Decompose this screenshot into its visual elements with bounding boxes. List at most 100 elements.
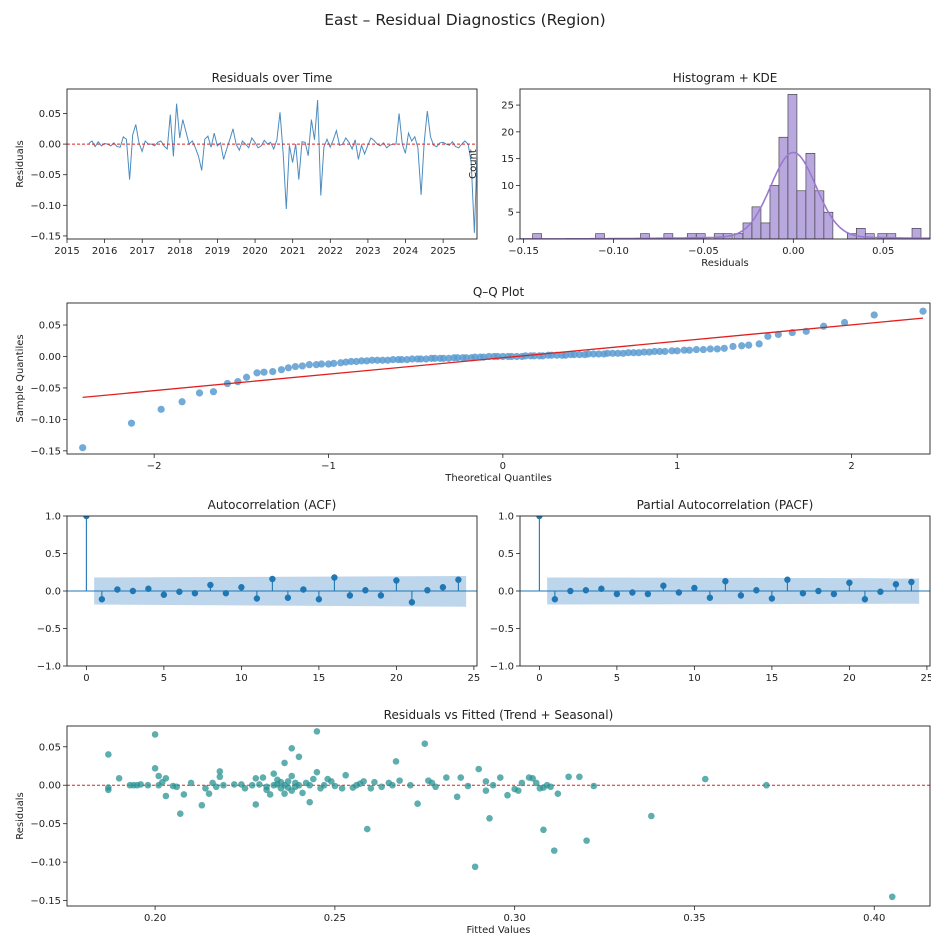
scatter-point <box>378 783 385 791</box>
qq-point <box>384 356 392 364</box>
stem-marker <box>582 587 590 594</box>
qq-point <box>269 367 277 376</box>
x-tick-label: −2 <box>147 461 162 472</box>
histogram-bar <box>814 190 825 239</box>
scatter-point <box>187 779 195 787</box>
scatter-point <box>216 773 224 781</box>
qq-point <box>445 354 453 362</box>
scatter-point <box>180 791 188 798</box>
scatter-point <box>518 779 526 787</box>
scatter-point <box>270 770 278 777</box>
x-tick-label: 2019 <box>205 246 230 257</box>
histogram-bar <box>742 222 753 239</box>
histogram-bar <box>778 136 789 239</box>
y-tick-label: 0.0 <box>498 587 514 598</box>
scatter-point <box>453 793 461 801</box>
x-tick-label: 2024 <box>393 246 418 257</box>
x-tick-label: 2020 <box>242 246 267 257</box>
scatter-point <box>212 783 220 791</box>
scatter-point <box>489 781 497 789</box>
scatter-point <box>173 783 180 791</box>
y-tick-label: −0.5 <box>37 624 61 635</box>
chart-title: Residuals vs Fitted (Trend + Seasonal) <box>384 708 614 722</box>
scatter-point <box>496 774 504 781</box>
scatter-point <box>310 775 317 783</box>
scatter-point <box>105 751 112 758</box>
x-axis-label: Theoretical Quantiles <box>444 473 552 484</box>
scatter-point <box>371 778 378 786</box>
histogram-bar <box>760 222 771 239</box>
x-tick-label: 25 <box>921 673 931 684</box>
y-tick-label: 0.05 <box>39 109 61 120</box>
y-tick-label: −0.15 <box>30 446 61 457</box>
qq-point <box>635 349 643 357</box>
y-tick-label: −0.15 <box>30 896 61 907</box>
scatter-point <box>105 786 112 794</box>
scatter-point <box>396 777 403 784</box>
qq-point <box>408 355 416 363</box>
stem-marker <box>455 576 462 583</box>
qq-point <box>595 350 603 358</box>
qq-point <box>570 350 578 359</box>
scatter-point <box>407 781 414 789</box>
x-tick-label: 0 <box>83 673 89 684</box>
scatter-point <box>288 745 296 752</box>
stem-marker <box>892 581 900 588</box>
scatter-point <box>421 740 429 747</box>
qq-point <box>284 364 293 372</box>
y-tick-label: 20 <box>501 127 514 138</box>
qq-point <box>584 350 592 358</box>
y-tick-label: 0.00 <box>39 781 61 792</box>
scatter-point <box>281 790 288 797</box>
stem-marker <box>753 587 760 594</box>
scatter-point <box>205 790 213 797</box>
scatter-point <box>550 847 558 854</box>
scatter-point <box>252 775 260 782</box>
y-axis-label: Count <box>468 149 479 179</box>
scatter-point <box>115 775 123 782</box>
scatter-point <box>475 765 483 773</box>
x-tick-label: 0.35 <box>683 913 705 924</box>
scatter-point <box>220 781 227 789</box>
y-axis-label: Residuals <box>15 140 26 187</box>
stem-marker <box>846 579 853 586</box>
stem-marker <box>784 576 791 583</box>
qq-point <box>668 347 676 355</box>
y-tick-label: 15 <box>501 154 514 165</box>
qq-point <box>358 357 366 365</box>
histogram-bar <box>751 206 762 239</box>
qq-point <box>417 355 425 363</box>
x-tick-label: 0.05 <box>872 246 894 257</box>
scatter-point <box>471 863 479 871</box>
plot-area <box>67 728 930 901</box>
scatter-point <box>648 812 655 820</box>
x-tick-label: 2016 <box>92 246 117 257</box>
stem-marker <box>536 516 543 520</box>
scatter-point <box>888 893 896 901</box>
chart-title: Autocorrelation (ACF) <box>208 498 337 512</box>
x-tick-label: 0.20 <box>144 913 166 924</box>
panel-pacf: Partial Autocorrelation (PACF) 0 5 10 15 20 25… <box>490 498 931 684</box>
x-tick-label: 15 <box>766 673 779 684</box>
y-tick-label: 0 <box>508 235 514 246</box>
x-tick-label: 10 <box>688 673 701 684</box>
qq-point <box>368 356 376 364</box>
qq-point <box>471 353 479 361</box>
scatter-point <box>259 774 267 781</box>
scatter-point <box>295 753 303 761</box>
x-tick-label: 10 <box>235 673 248 684</box>
scatter-point <box>216 768 224 775</box>
qq-point <box>640 348 648 356</box>
stem-marker <box>377 592 385 599</box>
scatter-point <box>583 837 590 844</box>
x-tick-label: 0.30 <box>504 913 526 924</box>
stem-marker <box>551 596 559 603</box>
scatter-point <box>576 773 583 781</box>
histogram-bar <box>911 227 922 239</box>
qq-point <box>253 369 261 377</box>
stem-marker <box>315 596 323 603</box>
axes-frame <box>519 88 931 240</box>
stem-marker <box>567 587 574 595</box>
qq-point <box>342 358 350 366</box>
qq-point <box>363 357 371 365</box>
